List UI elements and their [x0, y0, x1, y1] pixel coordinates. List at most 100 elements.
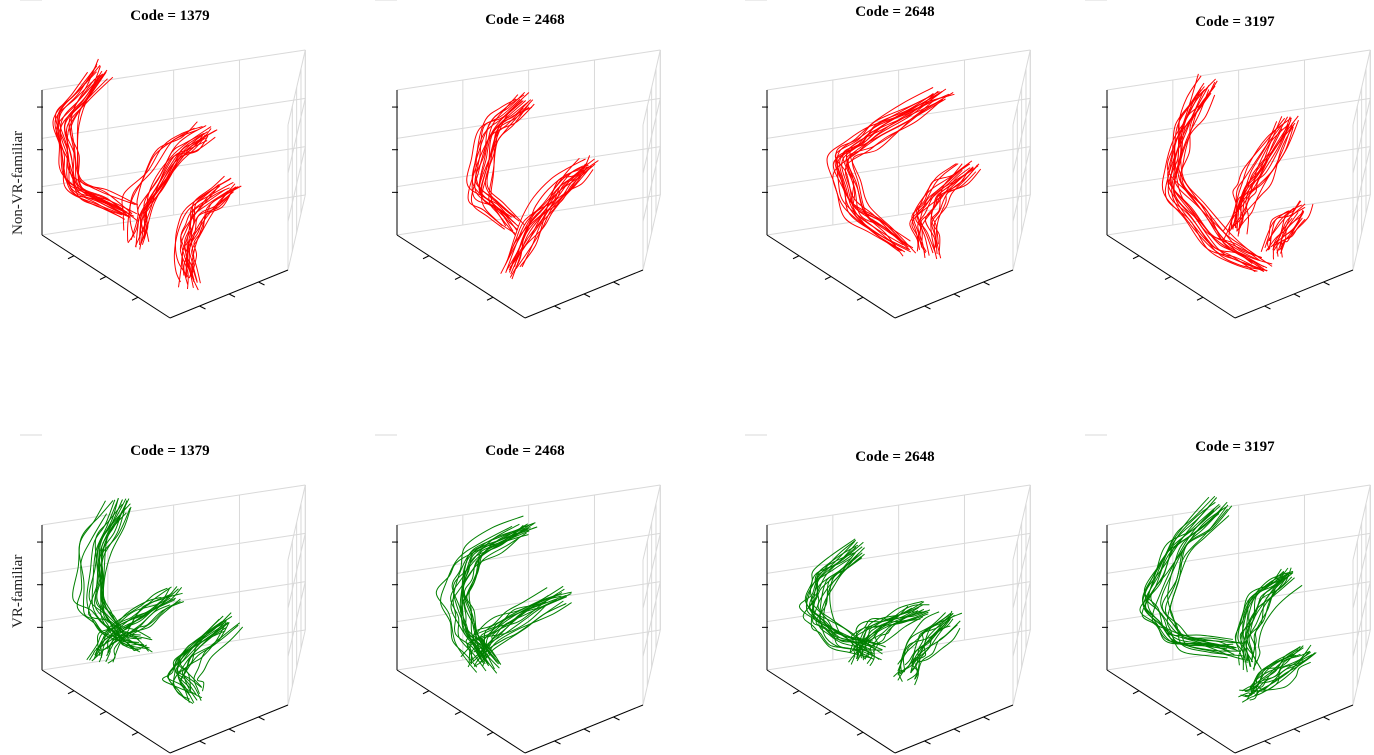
- trajectory-line: [1246, 572, 1291, 670]
- plot-svg: [1085, 434, 1371, 754]
- y-tick: [199, 740, 206, 745]
- trajectory-line: [143, 129, 217, 238]
- y-tick: [554, 305, 561, 310]
- trajectory-line: [826, 98, 938, 252]
- y-tick: [613, 281, 620, 286]
- grid-line: [766, 532, 1031, 574]
- grid-line: [396, 194, 661, 236]
- trajectory-line: [188, 187, 236, 282]
- trajectory-line: [102, 506, 147, 652]
- trajectory-line: [898, 627, 941, 682]
- trajectory-line: [190, 186, 237, 277]
- grid-line: [1012, 629, 1031, 706]
- trajectory-line: [1177, 78, 1273, 265]
- grid-line: [642, 146, 661, 222]
- trajectory-line: [1237, 122, 1296, 237]
- grid-line: [642, 98, 661, 174]
- x-tick: [856, 731, 864, 736]
- trajectory-line: [473, 600, 564, 667]
- x-tick: [422, 690, 430, 695]
- plot-panel: Code = 3197: [1085, 0, 1374, 320]
- panel-title: Code = 3197: [1195, 439, 1275, 455]
- trajectory-line: [470, 601, 547, 665]
- trajectory-line: [848, 607, 913, 663]
- grid-line: [766, 629, 1031, 671]
- trajectory-line: [897, 613, 954, 665]
- grid-line: [1106, 532, 1371, 574]
- grid: [1085, 434, 1371, 706]
- trajectory-line: [1272, 200, 1301, 251]
- trajectory-line: [914, 627, 961, 686]
- grid-line: [1352, 49, 1371, 126]
- y-tick: [1323, 281, 1330, 286]
- trajectory-line: [135, 137, 208, 248]
- grid: [20, 434, 306, 706]
- x-tick: [486, 296, 494, 301]
- trajectory-line: [460, 587, 548, 658]
- plot-svg: [375, 434, 661, 754]
- y-tick: [1323, 716, 1330, 721]
- grid-line: [1012, 581, 1031, 657]
- x-tick: [824, 711, 832, 715]
- plot-svg: [745, 0, 1031, 319]
- x-tick: [1132, 255, 1140, 260]
- trajectory-line: [1172, 89, 1265, 268]
- grid-line: [642, 49, 661, 126]
- x-tick: [99, 276, 107, 280]
- trajectory-line: [476, 593, 572, 657]
- trajectory-line: [1222, 125, 1282, 241]
- trajectory-line: [1253, 645, 1304, 694]
- y-tick: [199, 305, 206, 310]
- trajectory-line: [1273, 218, 1306, 251]
- trajectory-line: [470, 107, 524, 230]
- ticks: [37, 106, 265, 310]
- grid-line: [1012, 194, 1031, 271]
- trajectory-line: [847, 95, 936, 253]
- trajectory-line: [1180, 80, 1273, 267]
- ticks: [1102, 106, 1330, 310]
- trajectory-line: [70, 58, 139, 206]
- grid-line: [287, 194, 306, 271]
- trajectory-line: [96, 499, 145, 646]
- trajectory-line: [76, 513, 141, 653]
- grid-line: [1352, 533, 1371, 609]
- grid-line: [396, 146, 661, 188]
- trajectory-line: [500, 167, 587, 274]
- trajectory-line: [1238, 124, 1295, 234]
- grid-line: [41, 97, 306, 139]
- trajectory-line: [140, 128, 212, 245]
- trajectory-line: [72, 500, 131, 645]
- grid-line: [1012, 49, 1031, 126]
- trajectory-line: [1238, 654, 1297, 698]
- x-tick: [856, 296, 864, 301]
- grid: [375, 434, 661, 706]
- trajectory-line: [88, 510, 149, 652]
- grid-line: [287, 98, 306, 174]
- trajectory-line: [510, 165, 592, 275]
- trajectory-line: [1245, 652, 1316, 692]
- x-tick: [67, 690, 75, 695]
- y-tick: [983, 716, 990, 721]
- trajectory-line: [474, 598, 558, 667]
- trajectory-line: [1166, 73, 1253, 265]
- panel-title: Code = 2648: [855, 449, 935, 465]
- grid-line: [1352, 194, 1371, 271]
- panel-title: Code = 1379: [130, 8, 210, 24]
- trajectory-line: [139, 135, 204, 250]
- trajectory-line: [52, 71, 128, 213]
- panel-title: Code = 2468: [485, 443, 565, 459]
- grid-line: [1012, 146, 1031, 222]
- trajectory-line: [468, 594, 557, 664]
- trajectory-line: [904, 610, 953, 666]
- grid-line: [41, 194, 306, 236]
- trajectory-line: [55, 78, 129, 217]
- trajectory-line: [440, 525, 513, 668]
- x-tick: [1164, 276, 1172, 280]
- plot-panel: Code = 3197: [1085, 434, 1374, 755]
- grid-line: [287, 49, 306, 126]
- trajectory-line: [1178, 82, 1259, 261]
- trajectory-line: [193, 622, 241, 694]
- x-tick: [67, 255, 75, 260]
- trajectory-line: [521, 169, 594, 268]
- trajectory-line: [1160, 508, 1243, 644]
